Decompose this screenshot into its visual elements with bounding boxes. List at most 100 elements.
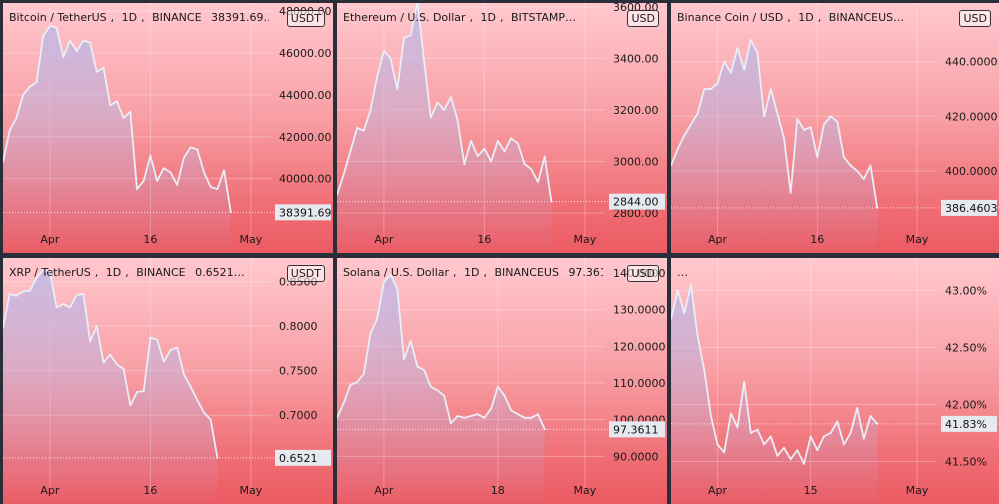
last-price-box <box>941 415 997 432</box>
price-chart[interactable]: 400.0000 420.0000 440.0000 386.4603 Apr 16 May <box>671 3 999 253</box>
y-tick-label: 2800.00 <box>613 207 659 220</box>
data-point <box>849 432 852 434</box>
data-point <box>690 123 692 126</box>
data-point <box>189 385 192 388</box>
data-point <box>156 179 159 182</box>
data-point <box>376 75 379 78</box>
data-point <box>543 155 546 158</box>
exchange: BITSTAMP… <box>511 11 577 24</box>
y-tick-label: 3400.00 <box>613 52 659 65</box>
data-point <box>776 454 779 457</box>
x-tick-label: May <box>240 233 263 246</box>
data-point <box>789 458 792 461</box>
x-tick-label: 18 <box>491 484 505 497</box>
chart-panel-xrp[interactable]: 0.7000 0.7500 0.8000 0.8500 0.6521 Apr 16 May X… <box>3 258 333 504</box>
y-tick-label: 110.0000 <box>613 377 666 390</box>
chart-panel-solana[interactable]: 90.0000100.0000110.0000120.0000130.00001… <box>337 258 667 504</box>
last-price-box <box>609 193 665 210</box>
x-tick-label: 16 <box>477 233 491 246</box>
interval: 1D <box>798 11 814 24</box>
chart-panel-bitcoin[interactable]: 40000.0042000.0044000.0046000.0048000.00… <box>3 3 333 253</box>
data-point <box>876 207 879 209</box>
y-tick-label: 40000.00 <box>279 173 332 186</box>
data-point <box>849 164 852 167</box>
data-point <box>470 415 472 417</box>
data-point <box>436 389 439 392</box>
x-tick-label: 16 <box>810 233 824 246</box>
data-point <box>537 413 539 416</box>
currency-badge[interactable]: USD <box>627 265 659 282</box>
data-point <box>710 88 712 90</box>
data-point <box>62 56 65 59</box>
data-point <box>196 148 199 151</box>
symbol-name: Ethereum / U.S. Dollar <box>343 11 466 24</box>
data-point <box>55 27 58 29</box>
data-point <box>523 163 526 166</box>
data-point <box>843 156 845 159</box>
data-point <box>183 156 185 159</box>
data-point <box>136 391 138 393</box>
data-point <box>816 449 819 451</box>
chart-panel-dominance[interactable]: 41.50% 42.00% 42.50% 43.00% 41.83% Apr 15 May … <box>671 258 999 504</box>
chart-panel-ethereum[interactable]: 2800.00 3000.00 3200.00 3400.00 3600.00 2844.… <box>337 3 667 253</box>
data-point <box>22 94 24 96</box>
data-point <box>69 306 71 309</box>
currency-badge[interactable]: USDT <box>286 10 325 27</box>
currency-badge[interactable]: USDT <box>286 265 325 282</box>
price-area <box>3 25 231 253</box>
price-chart[interactable]: 41.50% 42.00% 42.50% 43.00% 41.83% Apr 15 May <box>671 258 999 504</box>
x-tick-label: May <box>906 233 929 246</box>
last-price-label: 0.6521 <box>279 452 318 465</box>
data-point <box>49 270 51 273</box>
data-point <box>510 137 513 140</box>
currency-badge[interactable]: USD <box>959 10 991 27</box>
data-points <box>671 38 879 209</box>
price-chart[interactable]: 40000.0042000.0044000.0046000.0048000.00… <box>3 3 333 253</box>
y-tick-label: 400.0000 <box>945 165 998 178</box>
data-point <box>730 71 732 74</box>
last-price-label: 386.4603 <box>945 202 998 215</box>
y-tick-label: 130.0000 <box>613 304 666 317</box>
data-point <box>383 49 385 52</box>
y-tick-label: 3000.00 <box>613 155 659 168</box>
data-point <box>337 194 338 196</box>
y-tick-label: 420.0000 <box>945 110 998 123</box>
price-chart[interactable]: 2800.00 3000.00 3200.00 3400.00 3600.00 2844.… <box>337 3 667 253</box>
data-point <box>456 119 459 122</box>
data-point <box>476 413 479 416</box>
y-tick-label: 42.50% <box>945 341 987 354</box>
data-point <box>463 163 466 166</box>
data-point <box>109 353 112 356</box>
currency-badge[interactable]: USD <box>627 10 659 27</box>
data-point <box>189 146 192 149</box>
data-point <box>730 412 732 415</box>
x-tick-label: 16 <box>143 484 157 497</box>
y-tick-label: 42.00% <box>945 398 987 411</box>
price-chart[interactable]: 90.0000100.0000110.0000120.0000130.00001… <box>337 258 667 504</box>
y-axis: 400.0000 420.0000 440.0000 <box>945 56 998 178</box>
data-point <box>183 373 185 376</box>
chart-panel-binance-coin[interactable]: 400.0000 420.0000 440.0000 386.4603 Apr 16 May… <box>671 3 999 253</box>
data-point <box>483 416 486 419</box>
data-point <box>743 68 746 71</box>
data-point <box>703 88 706 90</box>
price-area <box>337 274 545 504</box>
data-point <box>530 168 533 171</box>
data-point <box>209 418 212 421</box>
data-point <box>783 137 785 140</box>
data-point <box>149 336 152 339</box>
data-point <box>389 57 392 60</box>
data-point <box>443 394 446 397</box>
data-points <box>3 269 219 459</box>
data-point <box>109 104 112 107</box>
data-point <box>69 39 71 42</box>
data-point <box>342 173 345 176</box>
data-point <box>716 443 719 446</box>
y-tick-label: 90.0000 <box>613 450 659 463</box>
last-value: 38391.69… <box>211 11 269 24</box>
x-axis: Apr 15 May <box>708 484 929 497</box>
data-point <box>369 109 372 111</box>
data-point <box>95 325 98 327</box>
